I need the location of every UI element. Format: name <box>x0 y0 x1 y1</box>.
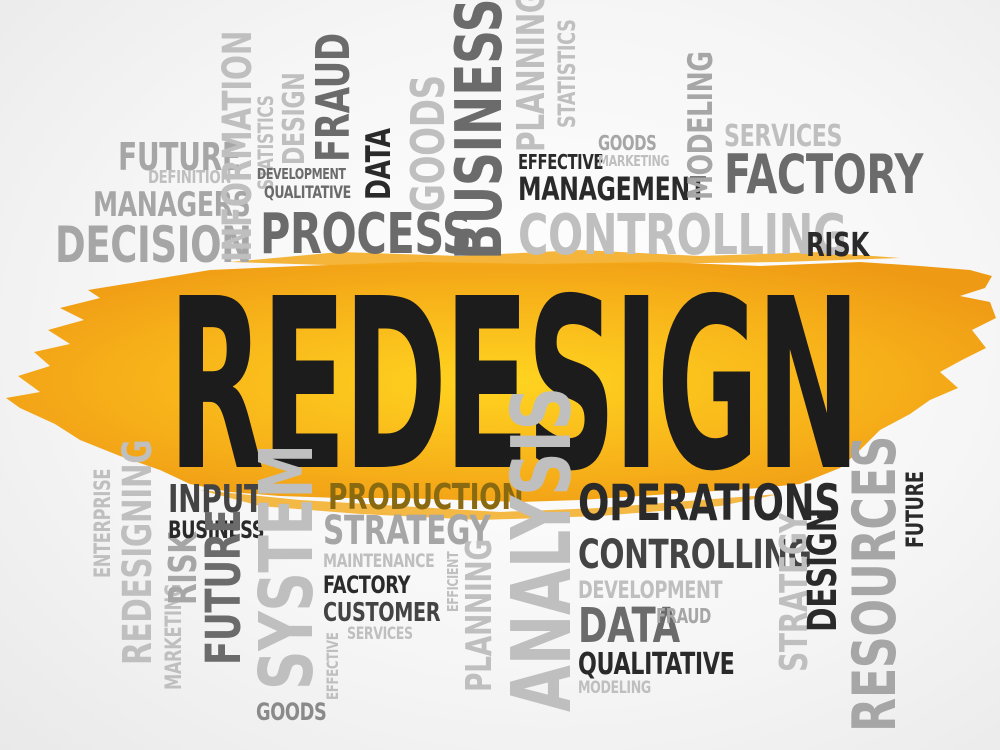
word-business-v: BUSINESS <box>443 0 517 260</box>
word-data-b: DATA <box>578 598 680 654</box>
word-development: DEVELOPMENT <box>257 165 346 183</box>
word-goods: GOODS <box>598 131 657 155</box>
word-controlling-b: CONTROLLING <box>578 532 812 578</box>
word-future-v: FUTURE <box>196 509 252 665</box>
word-production: PRODUCTION <box>328 477 524 518</box>
word-modeling-v: MODELING <box>681 51 721 201</box>
hero-title: REDESIGN <box>168 248 861 523</box>
word-customer: CUSTOMER <box>323 598 441 628</box>
word-future-v-b: FUTURE <box>901 471 929 548</box>
word-controlling: CONTROLLING <box>518 203 847 268</box>
word-marketing: MARKETING <box>598 152 670 170</box>
word-services: SERVICES <box>724 119 843 154</box>
word-definition: DEFINITION <box>148 167 232 188</box>
word-enterprise-v: ENTERPRISE <box>91 468 116 578</box>
word-maintenance: MAINTENANCE <box>323 550 435 572</box>
word-business: BUSINESS <box>168 516 265 544</box>
word-system-v: SYSTEM <box>244 444 330 690</box>
word-services-b: SERVICES <box>347 624 413 644</box>
word-input: INPUT <box>168 477 263 521</box>
word-qualitative-b: QUALITATIVE <box>578 647 735 682</box>
word-risk: RISK <box>806 225 869 264</box>
word-information: INFORMATION <box>215 30 261 262</box>
word-factory-b: FACTORY <box>323 571 411 599</box>
brush-shape <box>6 262 996 502</box>
word-goods-b: GOODS <box>256 698 327 726</box>
word-planning-v-b: PLANNING <box>459 539 500 692</box>
word-process: PROCESS <box>260 202 472 267</box>
word-design-v-b: DESIGN <box>800 508 846 632</box>
word-redesigning-v: REDESIGNING <box>115 439 161 665</box>
word-fraud-b: FRAUD <box>656 604 711 628</box>
word-management: MANAGEMENT <box>518 170 706 208</box>
word-statistics-v2: STATISTICS <box>553 19 581 128</box>
word-qualitative: QUALITATIVE <box>264 183 351 203</box>
word-managers: MANAGERS <box>93 185 251 225</box>
word-factory: FACTORY <box>724 143 924 206</box>
word-effective-v: EFFECTIVE <box>323 632 342 700</box>
word-future: FUTURE <box>118 135 241 179</box>
word-data: DATA <box>359 128 399 200</box>
word-fraud: FRAUD <box>306 33 360 162</box>
word-analysis-v: ANALYSIS <box>495 387 590 712</box>
word-decision: DECISION <box>55 216 252 274</box>
word-operations: OPERATIONS <box>578 474 841 532</box>
word-modeling-b: MODELING <box>578 678 651 698</box>
word-planning-v: PLANNING <box>509 0 553 152</box>
word-effective: EFFECTIVE <box>518 150 604 174</box>
word-resources-v: RESOURCES <box>840 435 910 732</box>
word-strategy: STRATEGY <box>323 508 491 554</box>
word-development-b: DEVELOPMENT <box>578 576 723 604</box>
